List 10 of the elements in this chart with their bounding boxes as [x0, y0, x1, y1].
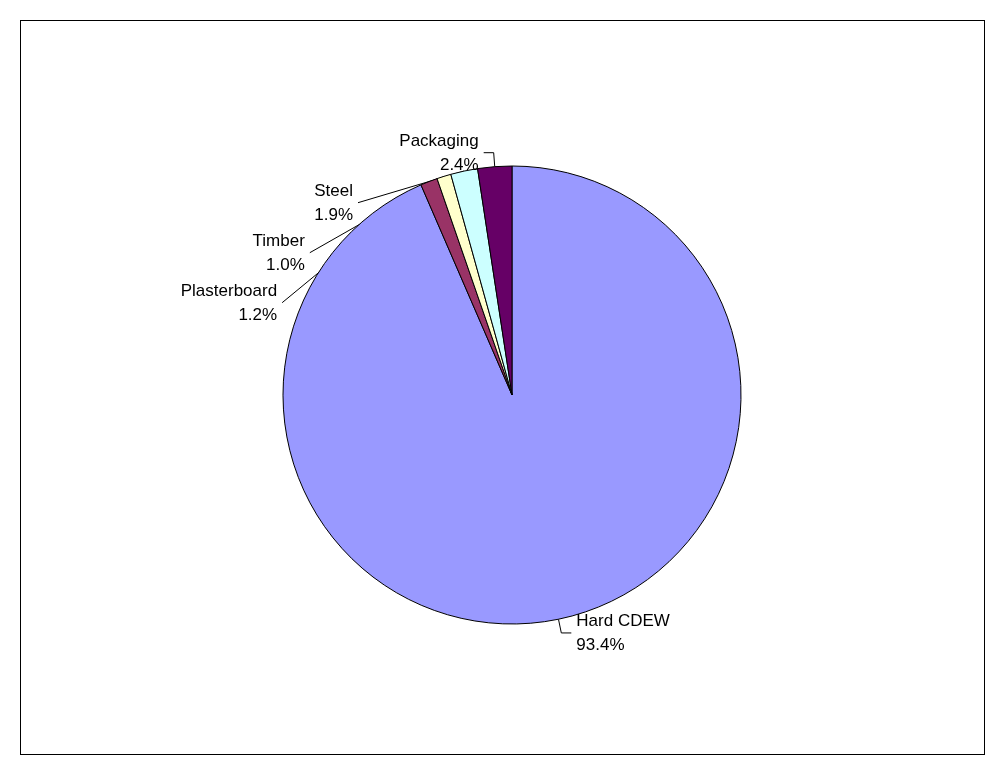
- data-label: 1.2%: [238, 305, 278, 325]
- slice-label: Steel: [314, 181, 354, 201]
- slice-label: Packaging: [399, 131, 479, 151]
- slice-label: Timber: [252, 231, 306, 251]
- slice-label: Plasterboard: [180, 281, 278, 301]
- data-label: 1.0%: [266, 255, 305, 275]
- data-label: 1.9%: [314, 205, 354, 225]
- slice-label: Hard CDEW: [576, 611, 670, 631]
- data-label: 93.4%: [576, 635, 625, 655]
- data-label: 2.4%: [439, 155, 479, 175]
